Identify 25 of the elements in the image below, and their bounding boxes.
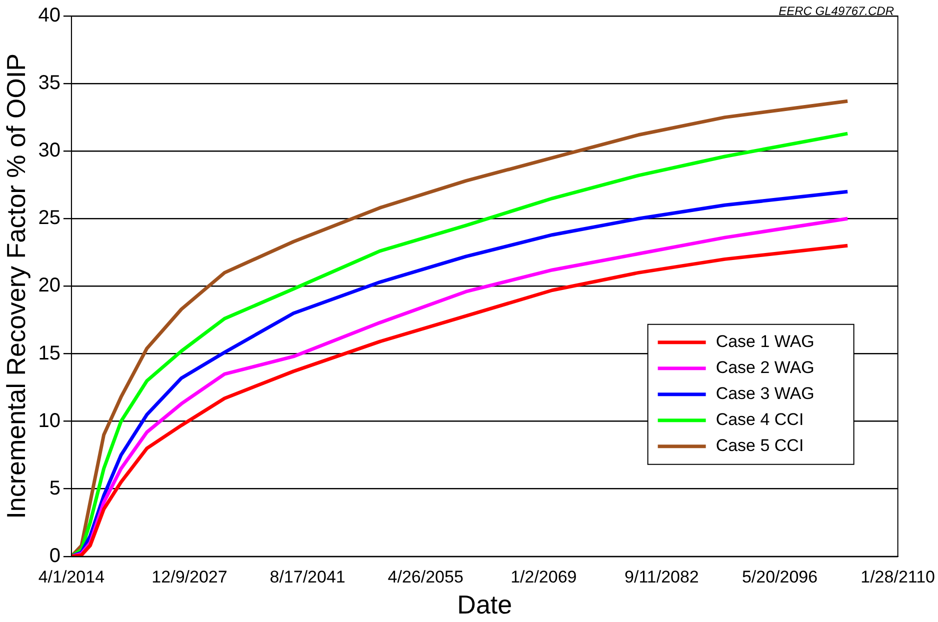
x-tick-label: 4/26/2055 (388, 567, 464, 586)
y-tick-label: 20 (38, 274, 60, 297)
x-tick-label: 5/20/2096 (742, 567, 818, 586)
x-axis-title: Date (457, 590, 512, 620)
legend-label: Case 2 WAG (716, 358, 814, 378)
x-tick-label: 12/9/2027 (152, 567, 228, 586)
legend-label: Case 3 WAG (716, 384, 814, 404)
legend-label: Case 5 CCI (716, 436, 804, 456)
x-tick-label: 9/11/2082 (624, 567, 699, 586)
y-tick-label: 35 (38, 72, 60, 94)
x-tick-label: 4/1/2014 (38, 567, 105, 586)
y-tick-label: 10 (38, 410, 60, 432)
x-tick-label: 1/2/2069 (510, 567, 577, 586)
y-tick-label: 40 (38, 4, 60, 27)
y-tick-label: 25 (38, 207, 60, 230)
x-tick-label: 1/28/2110 (860, 567, 936, 586)
y-tick-label: 30 (38, 140, 60, 162)
y-tick-label: 15 (38, 342, 60, 364)
y-tick-label: 5 (49, 477, 60, 500)
y-tick-label: 0 (49, 544, 60, 567)
annotation: EERC GL49767.CDR (778, 4, 894, 18)
legend-label: Case 1 WAG (716, 332, 814, 352)
y-axis-title: Incremental Recovery Factor % of OOIP (0, 54, 31, 519)
x-tick-label: 8/17/2041 (270, 567, 346, 586)
legend-label: Case 4 CCI (716, 410, 804, 430)
